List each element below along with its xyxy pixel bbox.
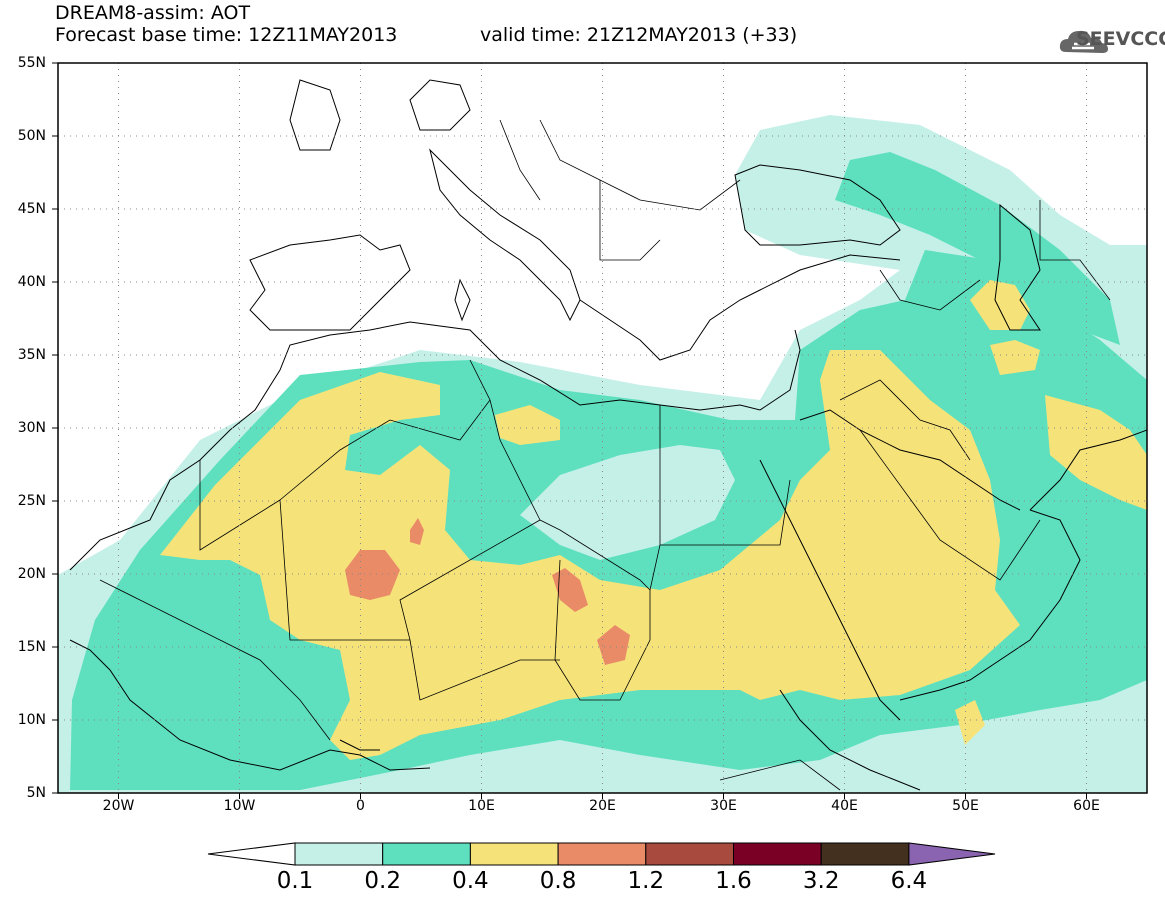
colorbar-cell: [557, 842, 647, 866]
lat-label: 25N: [17, 493, 46, 509]
lon-label: 20W: [102, 798, 135, 814]
coastlines: [69, 79, 1147, 791]
colorbar-label: 1.6: [715, 868, 752, 894]
lon-label: 20E: [589, 798, 616, 814]
aot-contour-level4-chad: [597, 625, 630, 665]
colorbar-label: 6.4: [890, 868, 928, 894]
aot-contour-level4-niger: [552, 568, 588, 612]
colorbar-high-arrow: [908, 842, 996, 866]
lat-label: 50N: [17, 128, 46, 144]
aot-contour-level3-caspian: [970, 280, 1030, 330]
aot-contour-level4-mali: [345, 550, 400, 600]
colorbar-low-arrow: [207, 842, 296, 866]
aot-contour-level3: [160, 350, 1020, 760]
aot-contour-level2-north: [835, 152, 1120, 345]
axis-ticks: [52, 62, 1087, 799]
lon-label: 60E: [1073, 798, 1100, 814]
aot-contour-level4-algeria: [410, 518, 424, 545]
aot-contour-level3-yemen: [955, 700, 985, 745]
map-title: DREAM8-assim: AOT: [55, 2, 251, 24]
aot-contour-level3-mideast: [1045, 395, 1147, 510]
aot-contour-level3-libya: [495, 405, 560, 445]
aot-field: [58, 63, 1147, 793]
lat-label: 45N: [17, 201, 46, 217]
lat-label: 10N: [17, 712, 46, 728]
cloud-icon: [1059, 30, 1108, 53]
lat-label: 35N: [17, 347, 46, 363]
aot-contour-level1-inner: [520, 445, 735, 560]
colorbar-label: 0.2: [364, 868, 401, 894]
lon-label: 50E: [952, 798, 979, 814]
lon-label: 30E: [710, 798, 737, 814]
lon-label: 40E: [831, 798, 858, 814]
colorbar-label: 3.2: [802, 868, 840, 894]
lat-label: 55N: [17, 55, 46, 71]
valid-time: valid time: 21Z12MAY2013 (+33): [480, 24, 798, 46]
colorbar-cell: [733, 842, 822, 866]
colorbar-label: 1.2: [627, 868, 665, 894]
colorbar-cell: [469, 842, 559, 866]
logo-text: SEEVCCC: [1076, 28, 1165, 50]
colorbar-label: 0.1: [276, 868, 314, 894]
lon-label: 10W: [223, 798, 256, 814]
lat-label: 15N: [17, 639, 46, 655]
colorbar-label: 0.8: [539, 868, 577, 894]
colorbar-cell: [820, 842, 910, 866]
lat-label: 20N: [17, 566, 46, 582]
colorbar-cell: [382, 842, 471, 866]
lat-label: 30N: [17, 420, 46, 436]
colorbar-cell: [294, 842, 384, 866]
aot-contour-level3-iraq: [990, 340, 1040, 375]
lat-label: 5N: [26, 785, 46, 801]
colorbar-label: 0.4: [452, 868, 489, 894]
lon-label: 0: [356, 798, 365, 814]
forecast-base-time: Forecast base time: 12Z11MAY2013: [55, 24, 398, 46]
colorbar-cell: [645, 842, 734, 866]
lon-label: 10E: [468, 798, 495, 814]
lat-label: 40N: [17, 274, 46, 290]
